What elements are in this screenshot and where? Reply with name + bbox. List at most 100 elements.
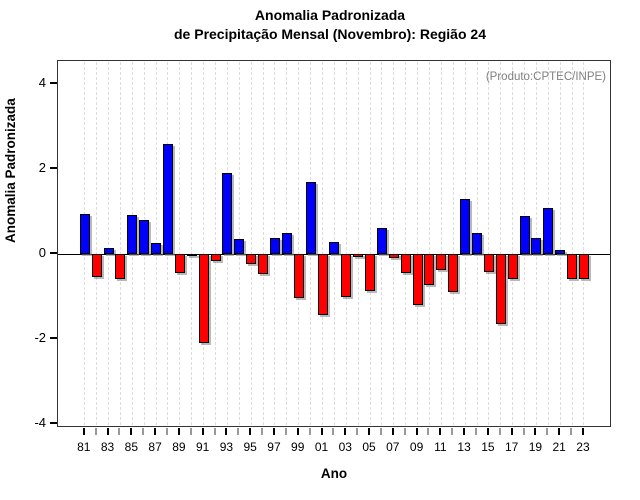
y-tick-label-2: 2 — [38, 160, 46, 176]
x-tick-1984 — [118, 428, 121, 435]
y-tick-0 — [50, 252, 57, 255]
x-tick-1990 — [189, 428, 192, 435]
x-tick-2019 — [534, 428, 537, 435]
x-tick-2012 — [451, 428, 454, 435]
x-tick-2018 — [522, 428, 525, 435]
x-tick-label-1981: 81 — [77, 440, 91, 454]
bar-1991 — [198, 254, 209, 343]
x-tick-label-2013: 13 — [457, 440, 471, 454]
bar-1989 — [174, 254, 185, 273]
x-tick-label-1999: 99 — [291, 440, 305, 454]
gridline-2003 — [345, 62, 347, 425]
gridline-1990 — [191, 62, 193, 425]
x-tick-2015 — [486, 428, 489, 435]
x-tick-2001 — [320, 428, 323, 435]
bar-2011 — [436, 254, 447, 271]
bar-2016 — [495, 254, 506, 324]
x-tick-1987 — [154, 428, 157, 435]
bar-2007 — [388, 254, 399, 258]
x-tick-1986 — [142, 428, 145, 435]
x-tick-2010 — [427, 428, 430, 435]
x-tick-1993 — [225, 428, 228, 435]
y-tick-label-4: 4 — [38, 75, 46, 91]
x-tick-2022 — [570, 428, 573, 435]
bar-2013 — [460, 198, 471, 255]
x-tick-1994 — [237, 428, 240, 435]
gridline-2010 — [428, 62, 430, 425]
x-tick-1983 — [106, 428, 109, 435]
bar-1986 — [139, 220, 150, 255]
bar-2001 — [317, 254, 328, 316]
chart-title-line1: Anomalia Padronizada — [254, 7, 406, 23]
x-tick-2006 — [379, 428, 382, 435]
bar-1998 — [281, 233, 292, 255]
gridline-2023 — [583, 62, 585, 425]
bar-1982 — [91, 254, 102, 277]
x-tick-1982 — [94, 428, 97, 435]
gridline-2011 — [440, 62, 442, 425]
gridline-2012 — [452, 62, 454, 425]
gridline-2017 — [512, 62, 514, 425]
gridline-1992 — [215, 62, 217, 425]
x-tick-label-2019: 19 — [528, 440, 543, 454]
bar-2015 — [483, 254, 494, 272]
x-tick-label-2005: 05 — [362, 440, 376, 454]
x-tick-label-2003: 03 — [338, 440, 352, 454]
gridline-2016 — [500, 62, 502, 425]
bar-2002 — [329, 241, 340, 255]
x-tick-2008 — [403, 428, 406, 435]
gridline-2022 — [571, 62, 573, 425]
gridline-1991 — [203, 62, 205, 425]
x-tick-1992 — [213, 428, 216, 435]
x-tick-label-2015: 15 — [481, 440, 495, 454]
x-tick-2014 — [475, 428, 477, 435]
x-tick-2007 — [391, 428, 394, 435]
x-tick-2020 — [546, 428, 549, 435]
bar-2003 — [341, 254, 352, 297]
x-tick-2004 — [356, 428, 359, 435]
gridline-1995 — [250, 62, 252, 425]
x-axis-title: Ano — [320, 466, 348, 481]
bar-1981 — [79, 213, 90, 255]
bar-2006 — [376, 227, 387, 255]
x-tick-label-1993: 93 — [219, 440, 234, 454]
bar-2017 — [507, 254, 518, 280]
gridline-1996 — [262, 62, 264, 425]
y-tick--4 — [50, 422, 57, 425]
bar-1985 — [127, 215, 138, 255]
bar-2009 — [412, 254, 423, 305]
bar-2005 — [365, 254, 376, 291]
x-tick-2021 — [558, 428, 561, 435]
x-tick-1981 — [82, 428, 85, 435]
gridline-2015 — [488, 62, 490, 425]
bar-1988 — [162, 144, 173, 255]
gridline-2004 — [357, 62, 359, 425]
bar-1999 — [293, 254, 304, 298]
x-tick-label-1997: 97 — [267, 440, 281, 454]
x-tick-1989 — [177, 428, 180, 435]
x-tick-2017 — [510, 428, 513, 435]
gridline-2001 — [322, 62, 323, 425]
bar-2012 — [448, 254, 459, 292]
gridline-2007 — [393, 62, 395, 425]
x-tick-label-1991: 91 — [195, 440, 210, 454]
bar-2023 — [578, 254, 589, 280]
x-tick-2011 — [439, 428, 442, 435]
y-tick-label-0: 0 — [38, 245, 46, 261]
gridline-1989 — [179, 62, 181, 425]
bar-1983 — [103, 247, 114, 255]
plot-area: (Produto:CPTEC/INPE) — [57, 60, 611, 427]
bar-2008 — [400, 254, 411, 273]
x-tick-label-2021: 21 — [552, 440, 566, 454]
y-tick--2 — [50, 337, 57, 340]
x-tick-2023 — [581, 428, 584, 435]
x-tick-1996 — [261, 428, 264, 435]
bar-2010 — [424, 254, 435, 286]
gridline-1984 — [119, 62, 121, 425]
bar-2021 — [555, 250, 566, 255]
x-tick-label-1983: 83 — [100, 440, 115, 454]
x-tick-1985 — [130, 428, 133, 435]
chart-title: Anomalia Padronizada de Precipitação Men… — [0, 6, 640, 44]
bar-1993 — [222, 173, 233, 255]
